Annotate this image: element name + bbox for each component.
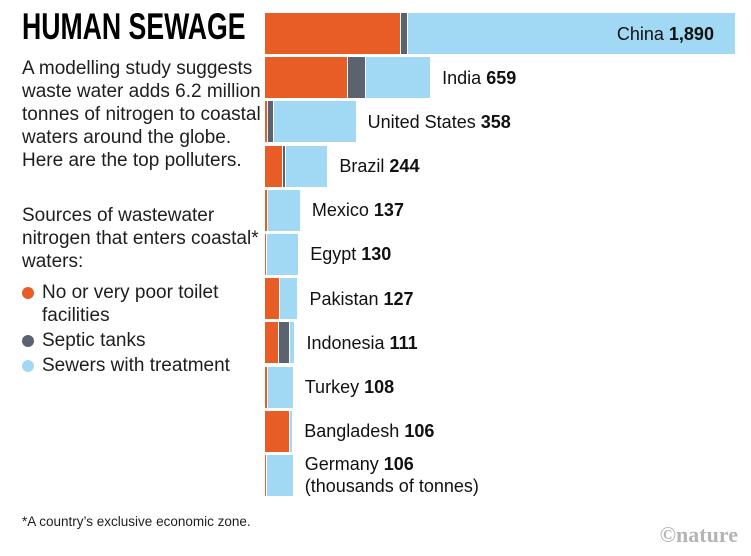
bar-segment	[279, 278, 298, 320]
bar-segment	[408, 13, 735, 54]
legend-label: No or very poor toilet facilities	[42, 282, 219, 326]
bar	[265, 13, 751, 54]
legend-label: Sewers with treatment	[42, 355, 230, 376]
legend-intro: Sources of wastewater nitrogen that ente…	[22, 205, 259, 272]
bar-row: Indonesia 111	[265, 322, 751, 364]
bar-label: India 659	[442, 67, 517, 88]
legend-item-sewers: Sewers with treatment	[22, 354, 262, 377]
bar-row: Turkey 108	[265, 366, 751, 408]
legend-item-no-toilet: No or very poor toilet facilities	[22, 281, 262, 327]
bar-row: China 1,890	[265, 13, 751, 54]
footnote: *A country’s exclusive economic zone.	[22, 514, 251, 529]
bar-label: United States 358	[367, 111, 511, 132]
legend: No or very poor toilet facilities Septic…	[22, 281, 262, 377]
bar-segment	[366, 57, 431, 99]
bar	[265, 278, 751, 320]
unit-note: (thousands of tonnes)	[304, 476, 479, 497]
bar-segment	[289, 410, 293, 452]
blue-dot-icon	[22, 360, 34, 372]
bar	[265, 410, 751, 452]
bar-segment	[267, 366, 293, 408]
bar-segment	[400, 13, 408, 54]
stacked-bar-chart: China 1,890 India 659 United States 358 Bra…	[265, 13, 751, 499]
bar-segment	[265, 233, 266, 275]
bar-segment	[285, 145, 328, 187]
bar-segment	[265, 322, 279, 364]
bar-row: Mexico 137	[265, 189, 751, 231]
bar-segment	[265, 366, 267, 408]
bar-segment	[283, 145, 285, 187]
bar	[265, 101, 751, 143]
bar-segment	[265, 13, 400, 54]
chart-title: HUMAN SEWAGE	[22, 6, 246, 47]
bar-segment	[265, 189, 267, 231]
bar	[265, 366, 751, 408]
bar-row: Egypt 130	[265, 233, 751, 275]
bar-segment	[265, 454, 266, 496]
bar-segment	[290, 322, 295, 364]
bar-segment	[279, 322, 289, 364]
bar-label: Bangladesh 106	[304, 421, 435, 442]
bar-segment	[267, 454, 293, 496]
bar-row: Pakistan 127	[265, 278, 751, 320]
bar-segment	[265, 410, 289, 452]
bar-row: Germany 106 (thousands of tonnes)	[265, 454, 751, 497]
bar-segment	[265, 145, 283, 187]
bar-row: United States 358	[265, 101, 751, 143]
bar	[265, 145, 751, 187]
bar-label: Egypt 130	[310, 244, 392, 265]
nature-credit: ©nature	[659, 522, 738, 547]
bar-label: China 1,890	[616, 23, 714, 44]
bar-label: Pakistan 127	[309, 288, 414, 309]
bar-label: Turkey 108	[304, 377, 395, 397]
bar-row: Bangladesh 106	[265, 410, 751, 452]
bar-segment	[267, 189, 300, 231]
bar	[265, 189, 751, 231]
orange-dot-icon	[22, 287, 34, 299]
bar-segment	[273, 101, 356, 143]
grey-dot-icon	[22, 335, 34, 347]
bar-row: India 659	[265, 57, 751, 99]
bar-segment	[347, 57, 366, 99]
legend-label: Septic tanks	[42, 330, 146, 351]
chart-description: A modelling study suggests waste water a…	[22, 58, 261, 171]
bar	[265, 322, 751, 364]
bar-segment	[265, 101, 267, 143]
bar-segment	[267, 101, 273, 143]
bar-row: Brazil 244	[265, 145, 751, 187]
left-column: HUMAN SEWAGE A modelling study suggests …	[22, 8, 262, 377]
bar-segment	[265, 278, 279, 320]
bar	[265, 57, 751, 99]
bar	[265, 454, 751, 496]
bar-segment	[267, 233, 299, 275]
bar-label: Germany 106 (thousands of tonnes)	[304, 454, 479, 497]
legend-item-septic: Septic tanks	[22, 329, 262, 352]
bar-label: Indonesia 111	[306, 332, 418, 353]
bar-label: Brazil 244	[339, 156, 420, 177]
bar	[265, 233, 751, 275]
bar-segment	[265, 57, 347, 99]
bar-label: Mexico 137	[311, 200, 404, 221]
